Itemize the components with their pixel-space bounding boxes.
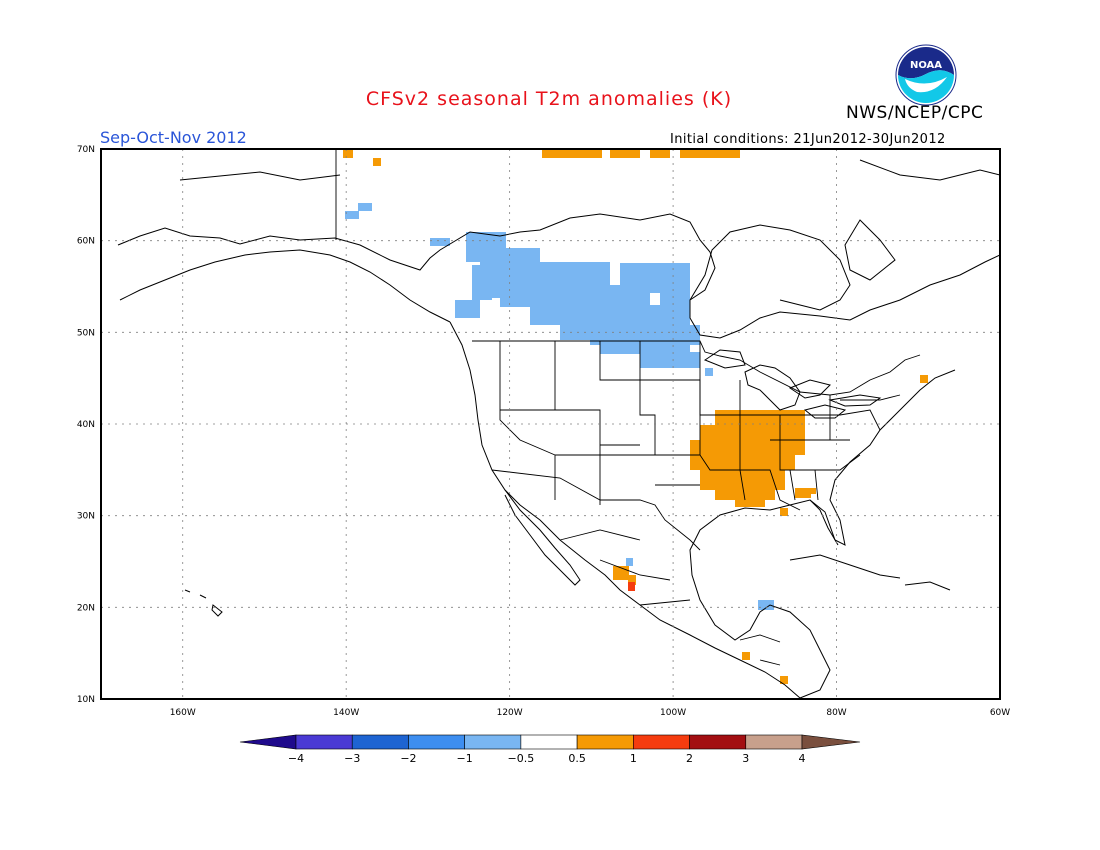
anomaly-cell bbox=[455, 300, 480, 318]
lon-tick-label: 120W bbox=[497, 708, 523, 718]
anomaly-cell bbox=[600, 340, 690, 354]
colorbar-tick-label: −2 bbox=[400, 752, 417, 765]
colorbar-segment bbox=[295, 734, 353, 750]
lon-tick-label: 160W bbox=[170, 708, 196, 718]
borders bbox=[335, 150, 921, 666]
colorbar-arrow-right bbox=[801, 734, 861, 750]
noaa-logo: NOAA bbox=[895, 44, 957, 106]
colorbar-segment bbox=[351, 734, 409, 750]
lon-tick-label: 140W bbox=[333, 708, 359, 718]
anomaly-cell bbox=[610, 150, 640, 158]
lat-tick-label: 40N bbox=[77, 420, 95, 430]
anomaly-cell bbox=[626, 558, 633, 566]
colorbar-tick-label: 1 bbox=[629, 752, 637, 765]
anomaly-cell bbox=[358, 203, 372, 211]
lat-tick-label: 30N bbox=[77, 512, 95, 522]
anomaly-cells bbox=[343, 150, 928, 684]
lon-axis-labels: 160W 140W 120W 100W 80W 60W bbox=[170, 708, 1011, 718]
anomaly-cell bbox=[780, 508, 788, 516]
colorbar-segment bbox=[689, 734, 747, 750]
colorbar-tick-label: −4 bbox=[287, 752, 305, 765]
anomaly-cell bbox=[640, 352, 700, 368]
lat-tick-label: 60N bbox=[77, 237, 95, 247]
anomaly-cell bbox=[810, 488, 816, 494]
anomaly-cell bbox=[735, 495, 765, 507]
lat-tick-label: 20N bbox=[77, 603, 95, 613]
colorbar-segment bbox=[520, 734, 578, 750]
lon-tick-label: 100W bbox=[660, 708, 686, 718]
anomaly-cell bbox=[680, 150, 740, 158]
chart-title: CFSv2 seasonal T2m anomalies (K) bbox=[365, 88, 733, 110]
anomaly-cell bbox=[785, 455, 795, 470]
anomaly-cell bbox=[430, 238, 450, 246]
colorbar-segment bbox=[745, 734, 803, 750]
colorbar-segment bbox=[408, 734, 465, 750]
anomaly-cell bbox=[758, 600, 774, 610]
map-frame bbox=[100, 148, 1001, 700]
colorbar-tick-label: 3 bbox=[742, 752, 750, 765]
lon-tick-label: 60W bbox=[990, 708, 1010, 718]
anomaly-cell bbox=[920, 375, 928, 383]
colorbar-arrow-left bbox=[239, 734, 297, 750]
anomaly-cell bbox=[628, 582, 635, 591]
anomaly-cell bbox=[472, 265, 492, 300]
anomaly-cell bbox=[650, 150, 670, 158]
lat-tick-label: 50N bbox=[77, 328, 95, 338]
anomaly-cell bbox=[705, 368, 713, 376]
season-label: Sep-Oct-Nov 2012 bbox=[100, 128, 247, 147]
colorbar-tick-label: −0.5 bbox=[507, 752, 535, 765]
colorbar-tick-label: −3 bbox=[344, 752, 361, 765]
initial-conditions-label: Initial conditions: 21Jun2012-30Jun2012 bbox=[670, 132, 946, 147]
agency-label: NWS/NCEP/CPC bbox=[846, 103, 984, 123]
grid-lines bbox=[101, 149, 1000, 699]
lat-tick-label: 10N bbox=[77, 695, 95, 705]
svg-text:NOAA: NOAA bbox=[910, 60, 942, 71]
anomaly-cell bbox=[345, 211, 359, 219]
colorbar-tick-label: 0.5 bbox=[568, 752, 586, 765]
anomaly-cell bbox=[660, 290, 690, 330]
anomaly-cell bbox=[780, 676, 788, 684]
lat-tick-label: 70N bbox=[77, 145, 95, 155]
anomaly-cell bbox=[343, 150, 353, 158]
anomaly-cell bbox=[795, 488, 811, 498]
colorbar-segment bbox=[464, 734, 522, 750]
anomaly-cell bbox=[373, 158, 381, 166]
colorbar-segment bbox=[633, 734, 690, 750]
colorbar-tick-label: −1 bbox=[456, 752, 473, 765]
colorbar-segment bbox=[576, 734, 634, 750]
anomaly-cell bbox=[620, 263, 690, 293]
lon-tick-label: 80W bbox=[826, 708, 846, 718]
colorbar-tick-label: 2 bbox=[686, 752, 694, 765]
coastlines bbox=[117, 159, 1000, 699]
anomaly-cell bbox=[628, 575, 636, 585]
lat-axis-labels: 10N 20N 30N 40N 50N 60N 70N bbox=[77, 145, 95, 705]
anomaly-cell bbox=[542, 150, 602, 158]
anomaly-cell bbox=[742, 652, 750, 660]
colorbar-tick-label: 4 bbox=[798, 752, 806, 765]
